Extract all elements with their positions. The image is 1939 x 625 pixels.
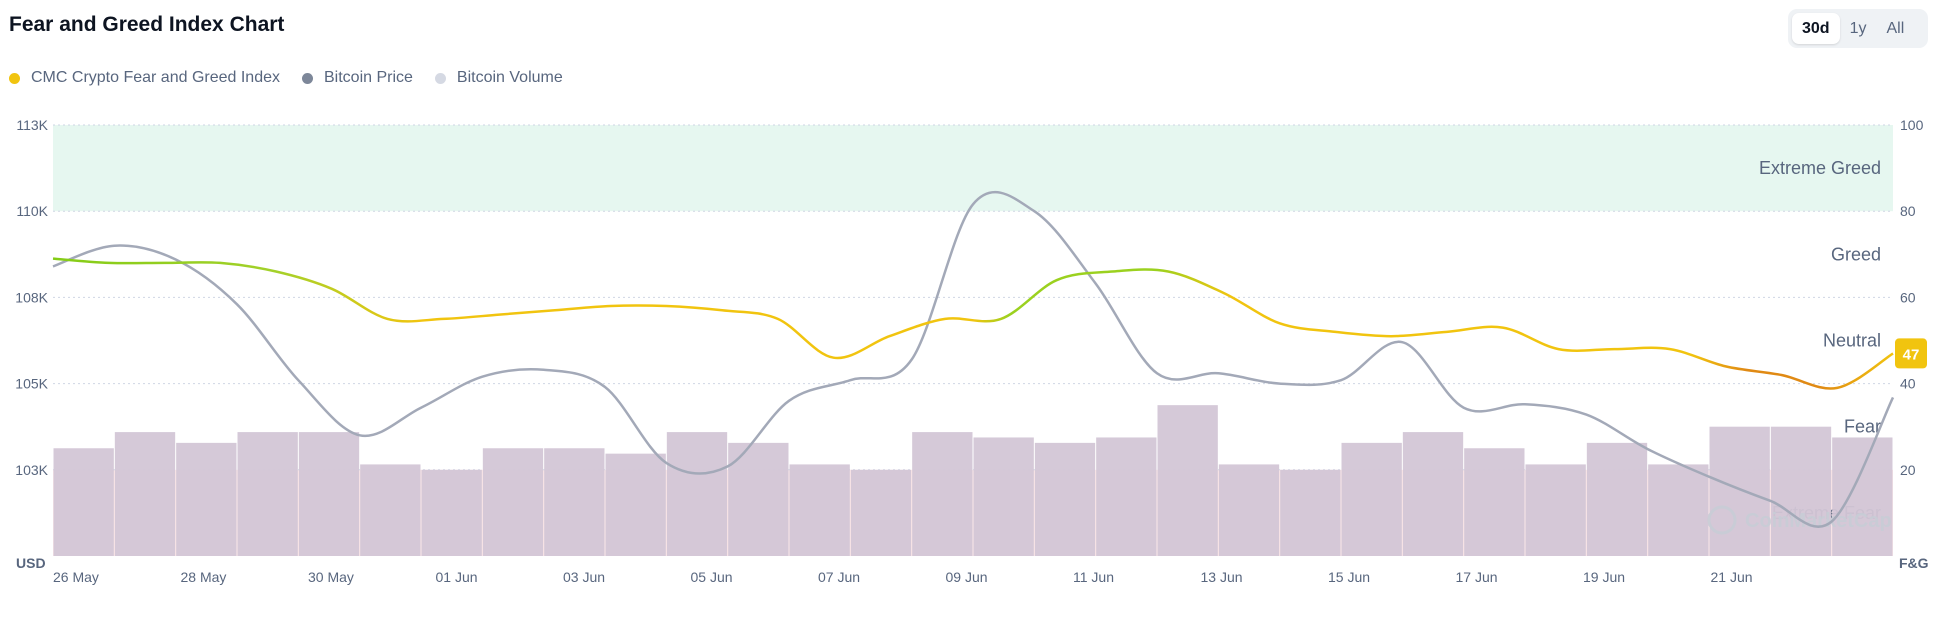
x-axis-tick-label: 19 Jun xyxy=(1583,569,1625,585)
right-axis-unit-label: F&G xyxy=(1899,555,1929,571)
x-axis-tick-label: 11 Jun xyxy=(1073,569,1114,585)
volume-bar xyxy=(1709,426,1770,556)
legend-item-fear-greed[interactable]: CMC Crypto Fear and Greed Index xyxy=(9,69,280,87)
volume-bar xyxy=(298,432,360,556)
fear-greed-line xyxy=(52,257,1894,390)
volume-bar xyxy=(1648,464,1709,556)
legend-label-fear-greed: CMC Crypto Fear and Greed Index xyxy=(31,69,280,86)
volume-bar xyxy=(360,464,421,556)
left-axis-tick-label: 108K xyxy=(15,289,48,305)
x-axis-tick-label: 09 Jun xyxy=(946,569,988,585)
volume-bar xyxy=(666,432,728,556)
volume-bar xyxy=(1832,437,1893,556)
volume-bar xyxy=(114,432,176,556)
volume-bar xyxy=(482,448,544,556)
zone-label-greed: Greed xyxy=(1831,244,1881,264)
volume-bar xyxy=(789,464,850,556)
volume-bar xyxy=(1218,464,1280,556)
x-axis-tick-label: 26 May xyxy=(53,569,99,585)
range-all-button[interactable]: All xyxy=(1886,20,1905,37)
fear-greed-dot-icon xyxy=(9,72,20,84)
zone-label-extreme-greed: Extreme Greed xyxy=(1759,158,1881,178)
left-axis-tick-label: 103K xyxy=(15,462,48,478)
legend-item-bitcoin-volume[interactable]: Bitcoin Volume xyxy=(434,69,563,87)
zone-label-fear: Fear xyxy=(1844,417,1881,437)
bitcoin-volume-dot-icon xyxy=(434,72,446,84)
zone-band-extreme-greed xyxy=(53,125,1893,212)
bitcoin-price-dot-icon xyxy=(302,72,313,84)
x-axis-tick-label: 01 Jun xyxy=(436,569,478,585)
right-axis-tick-label: 20 xyxy=(1900,462,1916,478)
current-value-badge-text: 47 xyxy=(1903,346,1920,363)
volume-bar xyxy=(1464,448,1525,556)
volume-bar xyxy=(728,442,789,556)
chart-title: Fear and Greed Index Chart xyxy=(9,13,285,36)
right-axis-tick-label: 100 xyxy=(1900,117,1924,133)
left-axis-tick-label: 113K xyxy=(16,117,48,133)
zone-label-neutral: Neutral xyxy=(1823,331,1881,351)
current-value-badge: 47 xyxy=(1895,338,1927,369)
time-range-selector: 30d 1y All xyxy=(1788,9,1928,48)
volume-bar xyxy=(1096,437,1157,556)
left-axis-tick-label: 110K xyxy=(16,203,48,219)
volume-bar xyxy=(850,469,912,556)
legend-label-bitcoin-volume: Bitcoin Volume xyxy=(456,69,563,86)
x-axis-tick-label: 03 Jun xyxy=(563,569,605,585)
left-axis-unit-label: USD xyxy=(16,555,46,571)
x-axis-tick-label: 17 Jun xyxy=(1456,569,1498,585)
volume-bar xyxy=(1586,442,1648,556)
bitcoin-price-line xyxy=(52,191,1895,528)
volume-bar xyxy=(1525,464,1586,556)
volume-bar xyxy=(1770,426,1832,556)
legend-item-bitcoin-price[interactable]: Bitcoin Price xyxy=(302,69,413,87)
x-axis-tick-label: 05 Jun xyxy=(691,569,733,585)
x-axis-tick-label: 21 Jun xyxy=(1711,569,1753,585)
x-axis-tick-label: 15 Jun xyxy=(1328,569,1370,585)
zone-band-extreme-fear xyxy=(53,469,1893,556)
volume-bar xyxy=(237,432,298,556)
volume-bar xyxy=(605,453,666,556)
coinmarketcap-logo-icon xyxy=(1707,505,1737,535)
volume-bar xyxy=(1157,405,1218,556)
volume-bar xyxy=(1341,442,1402,556)
volume-bar xyxy=(973,437,1034,556)
range-1y-button[interactable]: 1y xyxy=(1849,20,1867,37)
volume-bar xyxy=(912,432,973,556)
left-axis-tick-label: 105K xyxy=(15,376,48,392)
right-axis-tick-label: 80 xyxy=(1900,203,1916,219)
volume-bar xyxy=(53,448,114,556)
volume-bar xyxy=(176,442,237,556)
volume-bar xyxy=(1402,432,1464,556)
right-axis-tick-label: 40 xyxy=(1900,376,1916,392)
volume-bar xyxy=(421,469,482,556)
coinmarketcap-watermark: CoinMarketCap xyxy=(1707,505,1892,535)
right-axis-tick-label: 60 xyxy=(1900,289,1916,305)
x-axis-tick-label: 13 Jun xyxy=(1201,569,1243,585)
volume-bar xyxy=(544,448,605,556)
watermark-text: CoinMarketCap xyxy=(1745,510,1892,532)
volume-bar xyxy=(1280,469,1341,556)
chart-legend: CMC Crypto Fear and Greed Index Bitcoin … xyxy=(9,69,563,87)
range-30d-button[interactable]: 30d xyxy=(1792,13,1840,44)
x-axis-tick-label: 28 May xyxy=(181,569,227,585)
x-axis-tick-label: 07 Jun xyxy=(818,569,860,585)
volume-bar xyxy=(1034,442,1096,556)
current-value-badge-bg xyxy=(1895,338,1927,369)
legend-label-bitcoin-price: Bitcoin Price xyxy=(324,69,413,86)
x-axis-tick-label: 30 May xyxy=(308,569,354,585)
